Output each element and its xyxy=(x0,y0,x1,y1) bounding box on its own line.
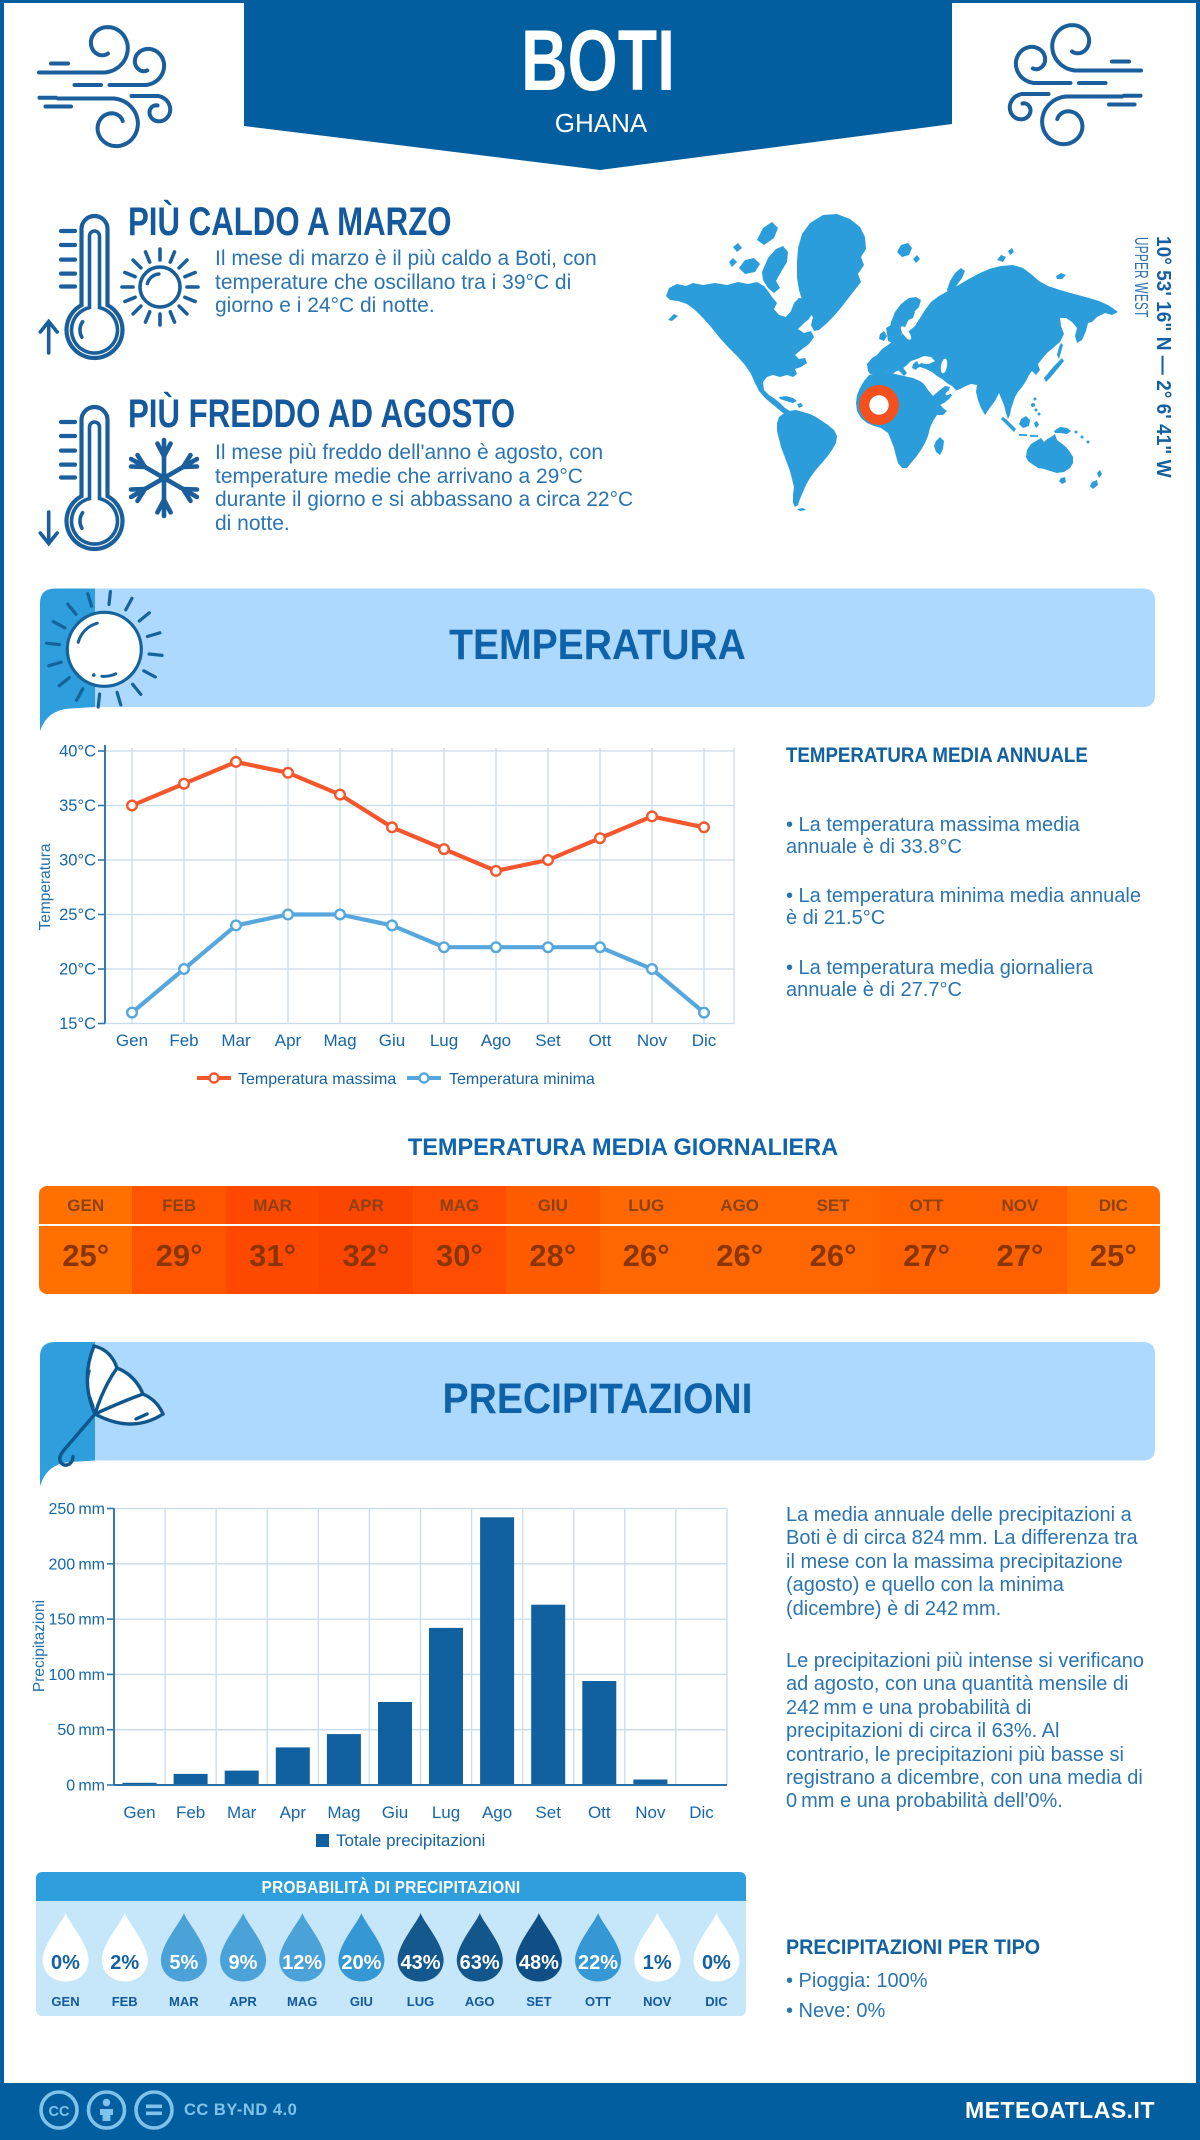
svg-text:Nov: Nov xyxy=(637,1031,668,1050)
svg-text:Giu: Giu xyxy=(379,1031,405,1050)
svg-text:Gen: Gen xyxy=(116,1031,148,1050)
svg-text:Mag: Mag xyxy=(323,1031,356,1050)
svg-text:Giu: Giu xyxy=(382,1803,408,1822)
svg-text:Lug: Lug xyxy=(432,1803,460,1822)
svg-text:Ago: Ago xyxy=(481,1031,511,1050)
svg-text:40°C: 40°C xyxy=(59,743,96,761)
svg-text:25°C: 25°C xyxy=(59,906,96,924)
svg-text:Set: Set xyxy=(535,1803,561,1822)
svg-text:Temperatura minima: Temperatura minima xyxy=(449,1071,595,1088)
svg-text:Lug: Lug xyxy=(430,1031,458,1050)
svg-text:Feb: Feb xyxy=(176,1803,205,1822)
svg-text:250 mm: 250 mm xyxy=(48,1501,105,1518)
svg-text:Mar: Mar xyxy=(227,1803,257,1822)
svg-text:Precipitazioni: Precipitazioni xyxy=(31,1600,48,1692)
svg-text:Gen: Gen xyxy=(123,1803,155,1822)
svg-text:Set: Set xyxy=(535,1031,561,1050)
svg-text:Apr: Apr xyxy=(280,1803,307,1822)
svg-text:100 mm: 100 mm xyxy=(48,1667,105,1684)
svg-text:Ott: Ott xyxy=(588,1803,611,1822)
svg-text:Temperatura massima: Temperatura massima xyxy=(238,1071,396,1088)
svg-text:30°C: 30°C xyxy=(59,852,96,870)
svg-text:Nov: Nov xyxy=(635,1803,666,1822)
svg-text:Mar: Mar xyxy=(221,1031,251,1050)
svg-text:Ago: Ago xyxy=(482,1803,512,1822)
svg-text:Ott: Ott xyxy=(589,1031,612,1050)
svg-text:20°C: 20°C xyxy=(59,961,96,979)
svg-text:Dic: Dic xyxy=(689,1803,714,1822)
svg-text:0 mm: 0 mm xyxy=(66,1778,105,1795)
svg-text:200 mm: 200 mm xyxy=(48,1556,105,1573)
svg-text:Dic: Dic xyxy=(692,1031,717,1050)
svg-text:CC: CC xyxy=(49,2104,70,2120)
svg-text:15°C: 15°C xyxy=(59,1015,96,1033)
svg-text:35°C: 35°C xyxy=(59,797,96,815)
svg-text:Mag: Mag xyxy=(327,1803,360,1822)
svg-text:Totale precipitazioni: Totale precipitazioni xyxy=(336,1831,485,1850)
svg-text:150 mm: 150 mm xyxy=(48,1612,105,1629)
svg-text:Feb: Feb xyxy=(169,1031,198,1050)
svg-text:Temperatura: Temperatura xyxy=(37,843,54,930)
svg-text:Apr: Apr xyxy=(275,1031,302,1050)
svg-text:50 mm: 50 mm xyxy=(57,1722,105,1739)
